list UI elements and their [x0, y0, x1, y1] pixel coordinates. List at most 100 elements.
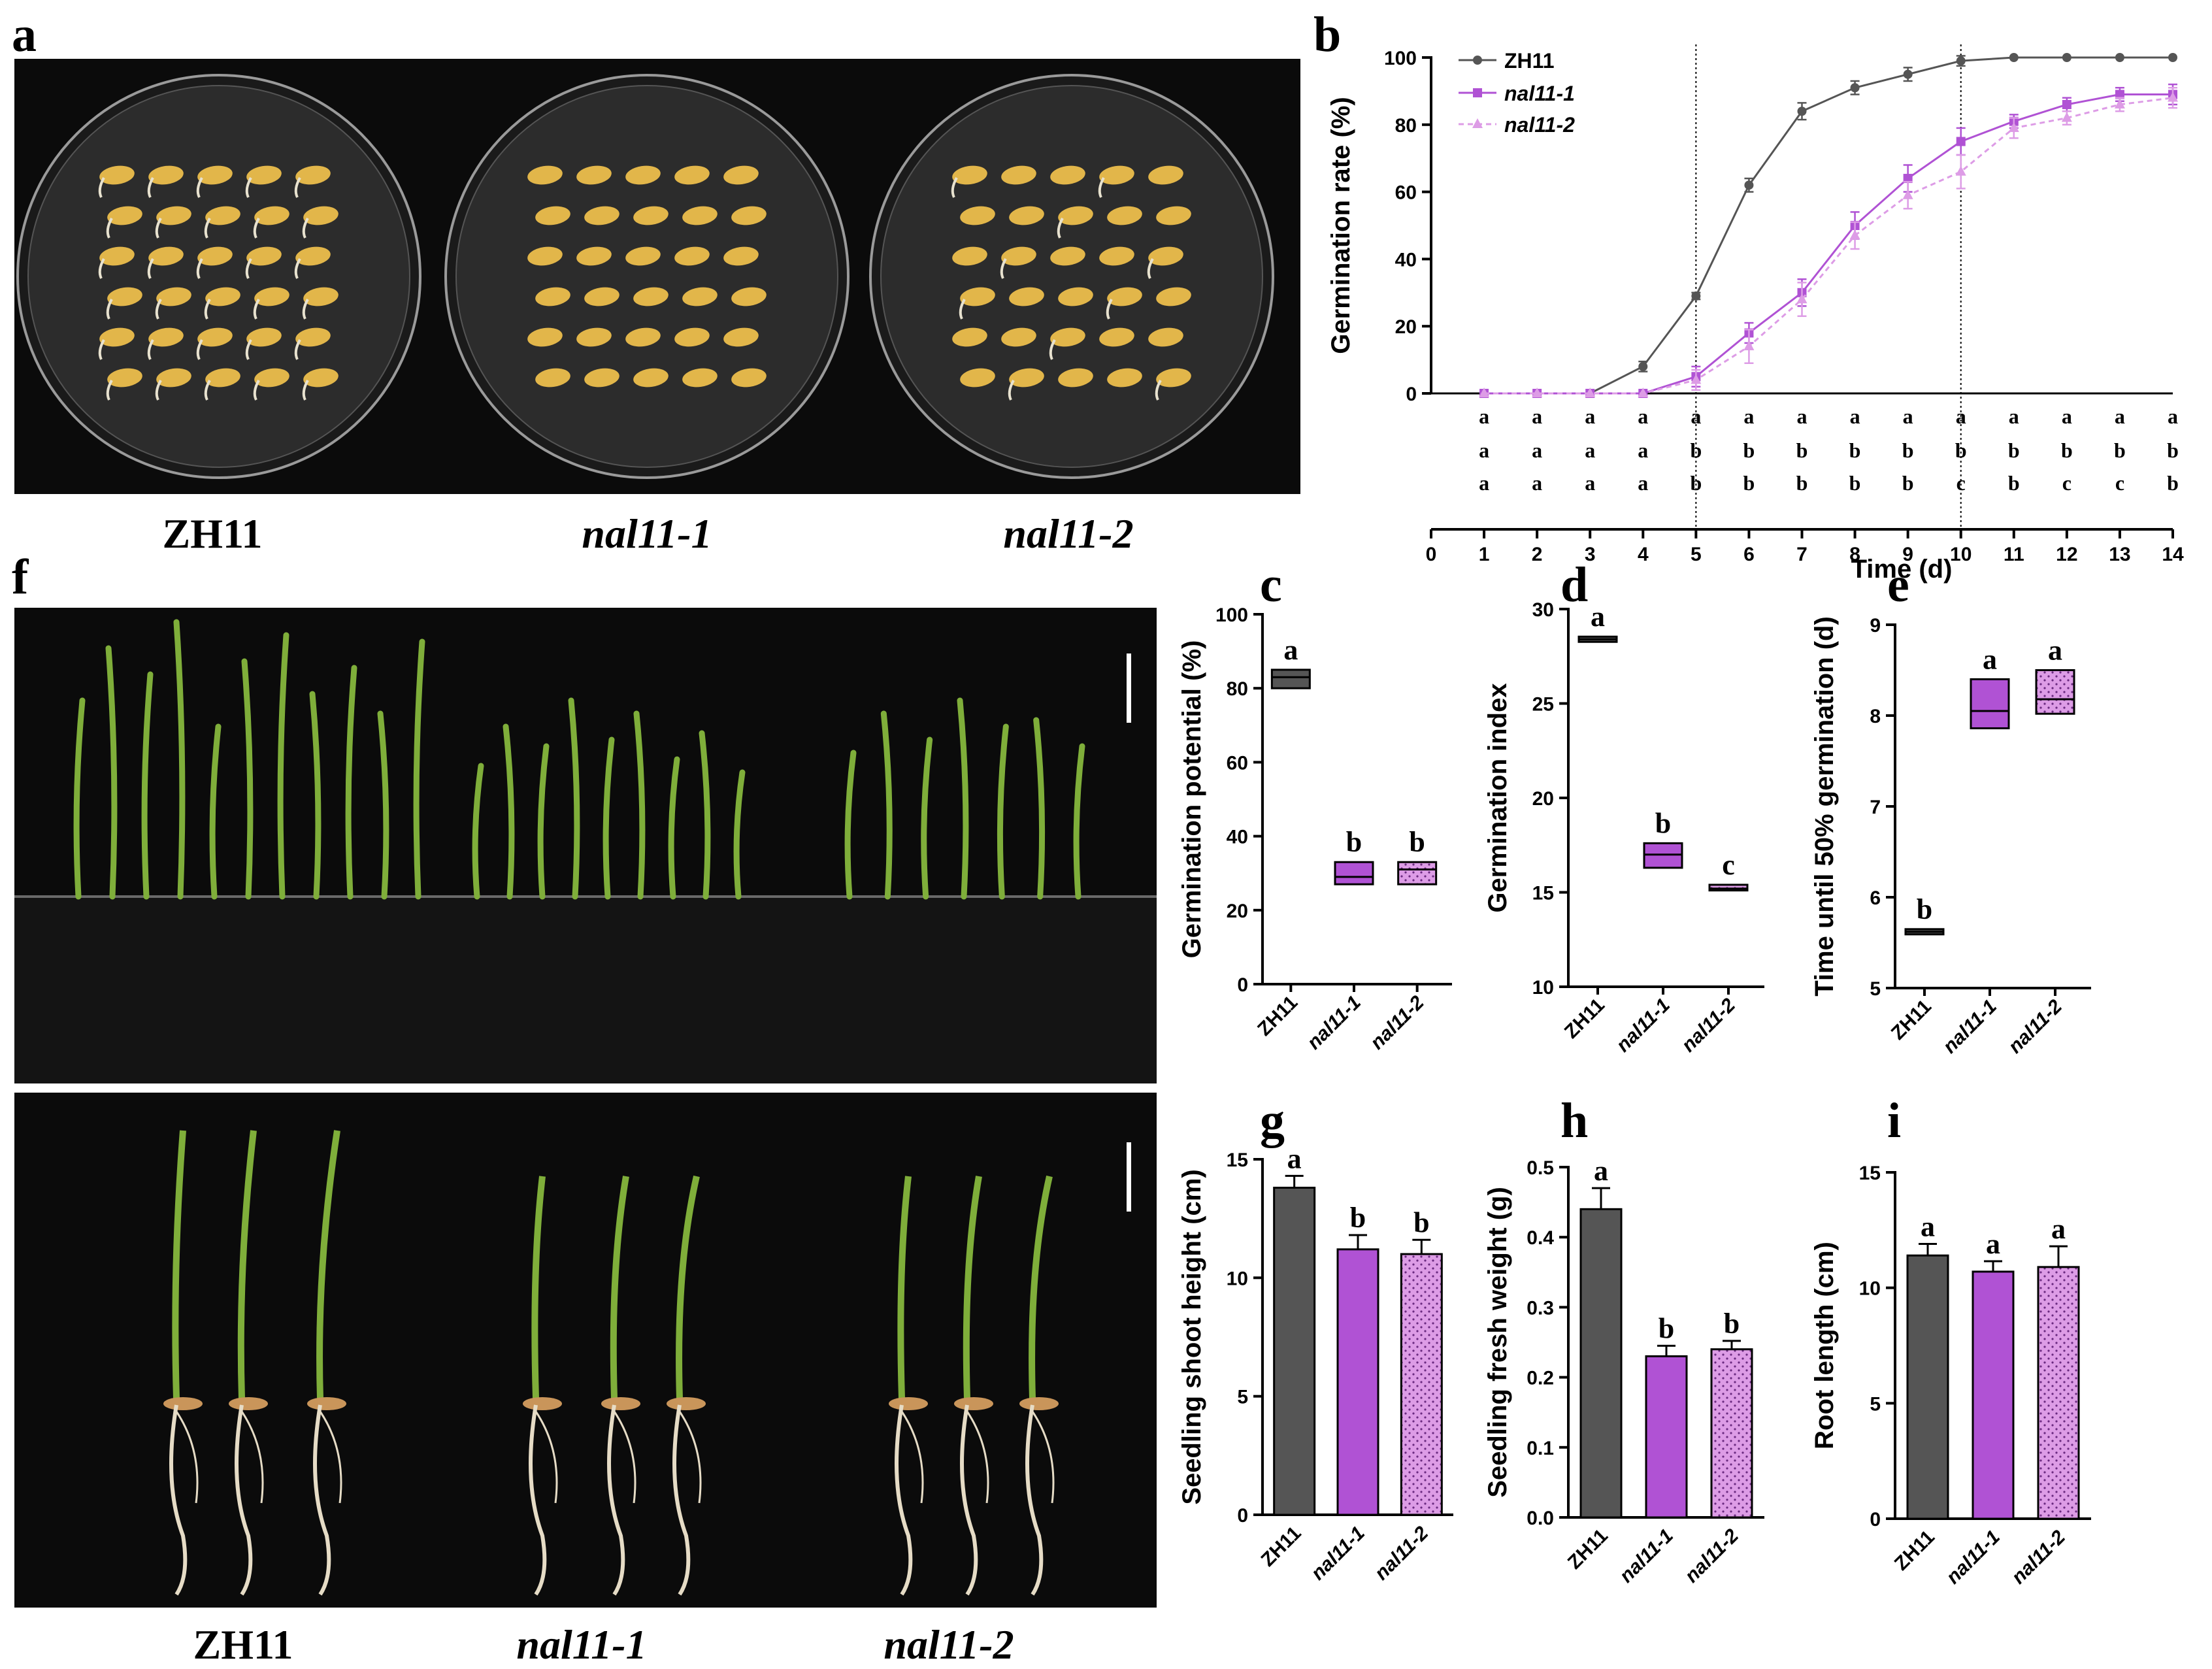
panel-label-a: a	[12, 7, 37, 62]
seedling-photo-bottom	[14, 1093, 1157, 1608]
x-tick-label-b: 12	[2056, 544, 2077, 565]
significance-letter: a	[1743, 405, 1754, 428]
y-tick-label-d: 15	[1532, 883, 1554, 904]
significance-letter-ZH11: a	[1287, 1142, 1302, 1174]
series-line-ZH11	[1484, 56, 2173, 395]
y-tick-label-b: 100	[1384, 48, 1417, 69]
y-tick-label-h: 0.4	[1527, 1227, 1554, 1249]
y-axis-label-e: Time until 50% germination (d)	[1810, 616, 1839, 997]
sprout	[302, 218, 309, 239]
significance-letter: a	[1479, 471, 1489, 495]
seed	[205, 287, 240, 306]
seed	[584, 206, 619, 225]
root	[169, 1404, 188, 1596]
leaf	[957, 697, 969, 900]
point-ZH11	[1797, 107, 1807, 116]
seed	[535, 368, 570, 388]
root	[529, 1404, 547, 1596]
sprout	[155, 218, 162, 239]
point-nal11-2	[1479, 388, 1490, 397]
y-tick-label-e: 8	[1870, 706, 1881, 727]
significance-letter: a	[1638, 405, 1648, 428]
seed-husk	[307, 1397, 346, 1410]
bar-nal11-1	[1645, 1355, 1688, 1519]
significance-letter-ZH11: a	[1283, 634, 1298, 666]
sprout	[1000, 258, 1007, 279]
seed	[625, 246, 661, 266]
significance-letter: b	[1849, 471, 1861, 495]
point-ZH11	[2115, 53, 2124, 62]
significance-letter-nal11-1: b	[1655, 807, 1671, 839]
legend-marker-zh11	[1473, 56, 1482, 65]
sprout	[253, 299, 260, 320]
seedling-label-nal11-1: nal11-1	[516, 1621, 646, 1668]
significance-letter-ZH11: a	[1591, 601, 1605, 633]
sprout	[98, 339, 105, 360]
seed	[1050, 165, 1085, 185]
x-category-label-nal11-2: nal11-2	[1677, 994, 1740, 1056]
legend-label-nal11-1: nal11-1	[1504, 82, 1575, 105]
y-axis-label-h: Seedling fresh weight (g)	[1483, 1187, 1512, 1498]
root-lateral	[966, 1411, 989, 1504]
root-lateral	[535, 1411, 558, 1504]
seed	[633, 368, 669, 388]
seed-husk	[889, 1397, 928, 1410]
y-tick-label-c: 60	[1227, 752, 1248, 774]
seed	[148, 165, 184, 185]
seedling-label-zh11: ZH11	[193, 1621, 293, 1668]
leaf	[633, 710, 646, 900]
significance-letter: c	[2062, 471, 2072, 495]
leaf	[377, 710, 389, 900]
y-tick-label-c: 80	[1227, 678, 1248, 700]
y-tick-label-g: 5	[1237, 1387, 1248, 1408]
sprout	[204, 218, 211, 239]
panel-a: a ZH11 nal11-1 nal11-2	[12, 7, 1300, 557]
significance-letter: b	[1849, 438, 1861, 462]
leaf	[699, 730, 711, 900]
box-nal11-2	[1397, 861, 1438, 885]
significance-letter-nal11-2: b	[1724, 1308, 1740, 1340]
x-category-label-ZH11: ZH11	[1564, 1525, 1612, 1574]
seed-husk	[667, 1397, 706, 1410]
x-category-label-nal11-1: nal11-1	[1612, 995, 1674, 1057]
sprout	[294, 177, 301, 198]
seed	[960, 287, 995, 306]
y-tick-label-b: 60	[1395, 182, 1417, 204]
sprout	[302, 380, 309, 401]
shoot	[963, 1176, 982, 1399]
seed	[1009, 287, 1044, 306]
y-tick-label-g: 0	[1237, 1505, 1248, 1527]
seed	[1107, 287, 1142, 306]
leaf	[209, 723, 222, 900]
seed	[723, 246, 759, 266]
seed	[254, 206, 289, 225]
y-axis-label-b: Germination rate (%)	[1327, 97, 1355, 354]
significance-letter-nal11-1: a	[1986, 1228, 2000, 1260]
x-category-label-nal11-1: nal11-1	[1303, 992, 1365, 1054]
panel-d: d 10 15 20 25 30 Germination index a ZH11 b nal11…	[1483, 557, 1764, 1056]
x-category-label-nal11-2: nal11-2	[1681, 1525, 1743, 1587]
seed	[1099, 165, 1134, 185]
point-ZH11	[1956, 56, 1966, 66]
x-tick-label-b: 8	[1849, 544, 1860, 565]
significance-letter: a	[1956, 405, 1966, 428]
seed	[731, 287, 767, 306]
significance-letter-nal11-1: a	[1983, 643, 1997, 675]
sprout	[147, 258, 154, 279]
seed	[156, 368, 191, 388]
seed	[527, 246, 563, 266]
seed	[1009, 206, 1044, 225]
germination-potential-chart: 0 20 40 60 80 100 Germination potential (%) a ZH…	[1178, 604, 1452, 1053]
sprout	[1155, 380, 1162, 401]
y-tick-label-c: 0	[1237, 974, 1248, 996]
point-nal11-2	[2008, 122, 2019, 132]
sprout	[155, 299, 162, 320]
root-lateral	[613, 1411, 636, 1504]
sprout	[98, 258, 105, 279]
seed	[674, 165, 710, 185]
seed	[731, 368, 767, 388]
leaf	[309, 691, 322, 900]
seed	[674, 246, 710, 266]
point-ZH11	[2168, 53, 2177, 62]
x-tick-label-b: 14	[2162, 544, 2184, 565]
